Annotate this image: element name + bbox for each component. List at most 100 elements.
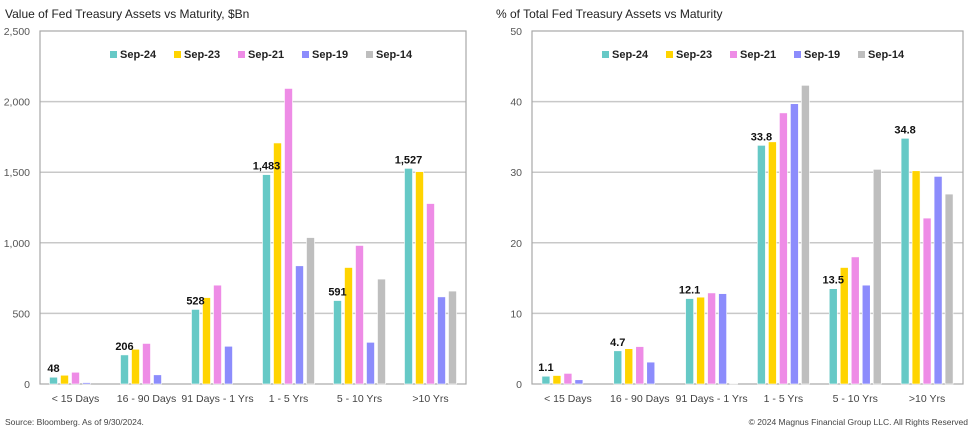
value-y-tick-label: 2,000 [4,97,30,109]
value-data-label: 1,527 [395,154,423,166]
percent-bar-sep-14 [872,169,882,385]
percent-bar-sep-24 [900,138,910,385]
percent-data-label: 1.1 [538,362,553,374]
value-data-label: 206 [115,341,133,353]
value-bar-sep-23 [202,297,211,385]
value-plot-frame [39,30,467,385]
percent-y-tick-label: 50 [510,26,522,38]
value-legend-label: Sep-19 [312,49,348,61]
percent-bar-sep-23 [839,267,849,385]
percent-bar-sep-23 [624,348,634,385]
percent-bar-sep-21 [635,346,645,385]
value-bar-sep-24 [404,168,413,385]
percent-legend-label: Sep-19 [804,49,840,61]
percent-bar-sep-14 [729,382,738,385]
percent-legend-label: Sep-24 [612,49,649,61]
percent-bar-sep-23 [768,141,777,385]
percent-x-tick-label: 1 - 5 Yrs [764,393,804,405]
percent-bar-sep-19 [646,361,656,385]
percent-legend-swatch [666,51,673,58]
percent-legend-swatch [858,51,865,58]
percent-bar-sep-24 [685,298,694,385]
value-bar-sep-21 [71,371,80,385]
percent-data-label: 33.8 [751,131,772,143]
value-bar-sep-21 [142,343,151,385]
percent-legend-label: Sep-23 [676,49,712,61]
value-legend-swatch [174,51,181,58]
percent-bar-sep-24 [541,375,551,385]
percent-bar-sep-19 [718,293,727,385]
value-bar-sep-24 [333,300,342,385]
value-legend-label: Sep-24 [120,49,157,61]
value-bar-sep-23 [344,267,353,385]
value-bar-sep-21 [213,284,222,385]
percent-data-label: 34.8 [894,124,915,136]
value-bar-sep-23 [273,142,282,385]
percent-bar-sep-19 [574,379,584,385]
percent-bar-sep-21 [563,373,573,385]
value-y-tick-label: 1,000 [4,238,30,250]
value-legend-label: Sep-23 [184,49,220,61]
value-x-tick-label: 16 - 90 Days [117,393,177,405]
value-bar-sep-19 [153,374,162,385]
value-bar-sep-23 [131,348,140,385]
value-y-tick-label: 500 [12,308,30,320]
value-data-label: 528 [186,295,204,307]
copyright-note: © 2024 Magnus Financial Group LLC. All R… [748,417,968,427]
value-data-label: 48 [47,363,59,375]
percent-x-tick-label: < 15 Days [544,393,592,405]
percent-legend-label: Sep-14 [868,49,905,61]
percent-bar-sep-14 [801,85,810,385]
percent-x-tick-label: 91 Days - 1 Yrs [675,393,747,405]
percent-y-tick-label: 20 [510,238,522,250]
percent-data-label: 12.1 [679,285,700,297]
value-y-tick-label: 2,500 [4,26,30,38]
percent-bar-sep-21 [922,217,932,385]
percent-bar-sep-23 [696,296,705,385]
percent-y-tick-label: 40 [510,97,522,109]
percent-bar-sep-19 [861,284,871,385]
value-x-tick-label: 5 - 10 Yrs [337,393,382,405]
value-bar-sep-24 [262,174,271,385]
value-legend-label: Sep-21 [248,49,284,61]
value-bar-sep-19 [295,265,304,385]
percent-data-label: 4.7 [610,337,625,349]
value-bar-sep-23 [60,374,69,385]
source-note: Source: Bloomberg. As of 9/30/2024. [5,417,144,427]
value-bar-sep-21 [355,245,364,385]
value-bar-sep-19 [366,342,375,385]
value-x-tick-label: 1 - 5 Yrs [269,393,309,405]
percent-bar-sep-14 [944,193,954,385]
value-legend-swatch [238,51,245,58]
value-bar-sep-24 [191,309,200,385]
value-bar-sep-23 [415,171,424,385]
percent-bar-sep-21 [707,292,716,385]
chart-title-value: Value of Fed Treasury Assets vs Maturity… [5,7,250,21]
value-legend-swatch [302,51,309,58]
value-x-tick-label: >10 Yrs [412,393,448,405]
percent-legend-swatch [602,51,609,58]
value-bar-sep-24 [120,354,129,385]
percent-legend-swatch [794,51,801,58]
percent-legend-label: Sep-21 [740,49,776,61]
value-data-label: 591 [328,287,346,299]
value-legend-label: Sep-14 [376,49,413,61]
value-data-label: 1,483 [253,161,281,173]
percent-x-tick-label: 16 - 90 Days [610,393,670,405]
value-bar-sep-19 [437,296,446,385]
percent-legend-swatch [730,51,737,58]
percent-y-tick-label: 0 [516,379,522,391]
value-bar-sep-14 [377,278,386,385]
percent-bar-sep-21 [779,112,788,385]
value-bar-sep-21 [426,203,435,385]
percent-x-tick-label: 5 - 10 Yrs [833,393,878,405]
percent-bar-sep-21 [850,256,860,385]
value-bar-sep-24 [49,376,58,385]
percent-bar-sep-24 [613,350,623,385]
value-x-tick-label: 91 Days - 1 Yrs [181,393,253,405]
percent-plot-frame [531,30,964,385]
percent-bar-sep-24 [757,145,766,385]
percent-y-tick-label: 30 [510,167,522,179]
percent-bar-sep-19 [790,103,799,385]
chart-title-percent: % of Total Fed Treasury Assets vs Maturi… [496,7,723,21]
